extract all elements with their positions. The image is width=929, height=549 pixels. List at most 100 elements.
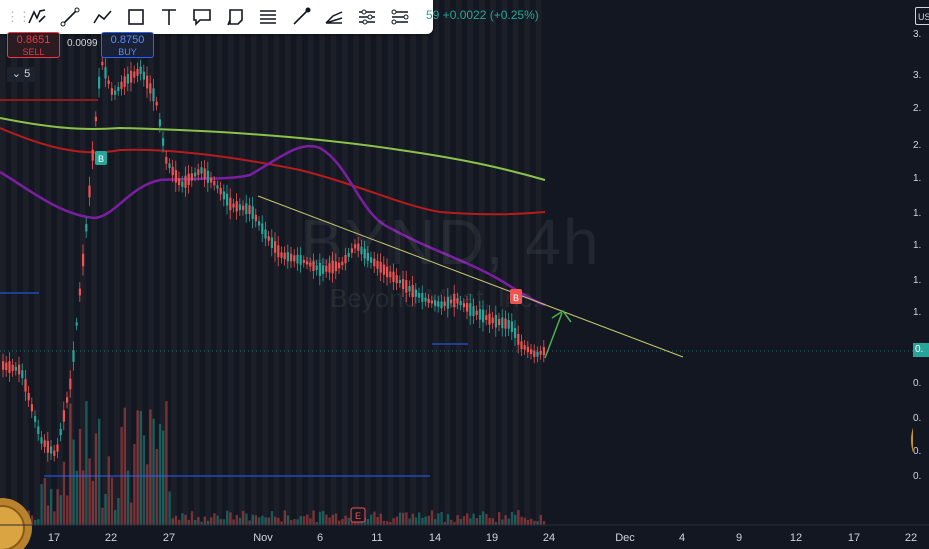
volume-bar [533,520,536,525]
candle-body [453,294,456,308]
volume-bar [168,491,171,525]
brush-tool-button[interactable] [20,0,53,34]
earnings-marker[interactable]: E [350,507,366,523]
volume-bar [229,512,232,525]
volume-bar [258,517,261,525]
candle-body [283,252,286,260]
candle-body [126,74,129,84]
session-stripe [262,0,268,525]
candle-body [478,309,481,320]
volume-bar [501,519,504,525]
volume-bar [488,517,491,525]
session-stripe [216,0,223,525]
volume-bar [187,519,190,525]
session-stripe [501,0,508,525]
candle-body [491,317,494,324]
measure-tool-button[interactable] [284,0,317,34]
volume-bar [286,515,290,525]
candle-body [46,440,49,453]
session-stripe [91,0,97,525]
buy-marker[interactable]: B [95,151,107,165]
candle-body [462,303,465,308]
volume-bar [280,521,283,525]
sell-marker[interactable]: B [510,289,522,304]
candle-body [411,285,414,298]
volume-bar [466,513,469,525]
path-tool-button[interactable] [86,0,119,34]
time-axis-label: 4 [678,532,686,544]
session-stripe [250,0,257,525]
volume-bar [30,515,34,525]
volume-bars [2,401,546,525]
volume-bar [82,470,85,525]
candle-body [200,167,203,174]
candle-body [264,229,267,239]
time-axis-label: 12 [789,532,803,544]
note-tool-button[interactable] [218,0,251,34]
session-stripe [535,0,542,525]
volume-bar [235,514,238,525]
candle-body [357,243,360,251]
candle-body [66,397,69,403]
price-axis-label: 0. [913,471,922,482]
buy-label: BUY [118,47,137,57]
candle-body [456,298,459,304]
candle-body [59,428,62,436]
callout-tool-button[interactable] [185,0,218,34]
moving-average-red[interactable] [0,127,546,216]
interval-selector[interactable]: ⌄ 5 [7,67,35,82]
moving-average-green[interactable] [0,117,546,181]
more-tool-button[interactable] [383,0,416,34]
projection-arrow[interactable] [544,312,563,359]
volume-bar [59,495,62,525]
volume-bar [142,435,146,525]
time-axis-label: 27 [162,532,176,544]
volume-bar [232,519,235,525]
parallel-channel-tool-button[interactable] [251,0,284,34]
settings-lines-tool-button[interactable] [350,0,383,34]
volume-bar [184,514,187,525]
line-tool-button[interactable] [53,0,86,34]
session-stripe [296,0,303,525]
volume-bar [50,488,53,525]
spread-value: 0.0099 [67,38,98,49]
price-axis[interactable] [913,0,929,525]
candle-body [133,71,136,78]
volume-bar [206,520,210,525]
rectangle-tool-button[interactable] [119,0,152,34]
price-axis-label: 0. [913,413,922,424]
candle-body [50,446,53,454]
drag-handle-icon[interactable]: ⋮⋮ [6,9,31,24]
volume-bar [318,511,322,525]
volume-bar [427,515,430,525]
candle-body [520,341,523,350]
price-axis-label: 1. [913,307,922,318]
moving-average-purple[interactable] [0,144,546,307]
candle-body [235,201,238,212]
candle-body [418,292,421,298]
candle-body [245,203,248,215]
buy-button[interactable]: 0.8750 BUY [101,32,154,58]
candle-body [203,168,206,179]
currency-label[interactable]: US [915,7,929,25]
session-stripe [0,0,6,525]
trend-line[interactable] [257,195,684,358]
volume-bar [56,489,59,525]
candle-body [430,300,433,304]
fib-icon [324,11,342,24]
session-stripe [399,0,405,525]
candle-body [296,254,299,264]
volume-bar [373,511,376,525]
candle-body [398,280,401,284]
volume-bar [216,515,219,525]
text-tool-button[interactable] [152,0,185,34]
session-stripe [68,0,75,525]
volume-bar [210,517,213,525]
volume-bar [152,418,155,525]
fib-tool-button[interactable] [317,0,350,34]
sell-button[interactable]: 0.8651 SELL [7,32,60,58]
chevron-down-icon: ⌄ [11,68,22,80]
candle-body [379,261,382,273]
candle-body [523,345,526,350]
